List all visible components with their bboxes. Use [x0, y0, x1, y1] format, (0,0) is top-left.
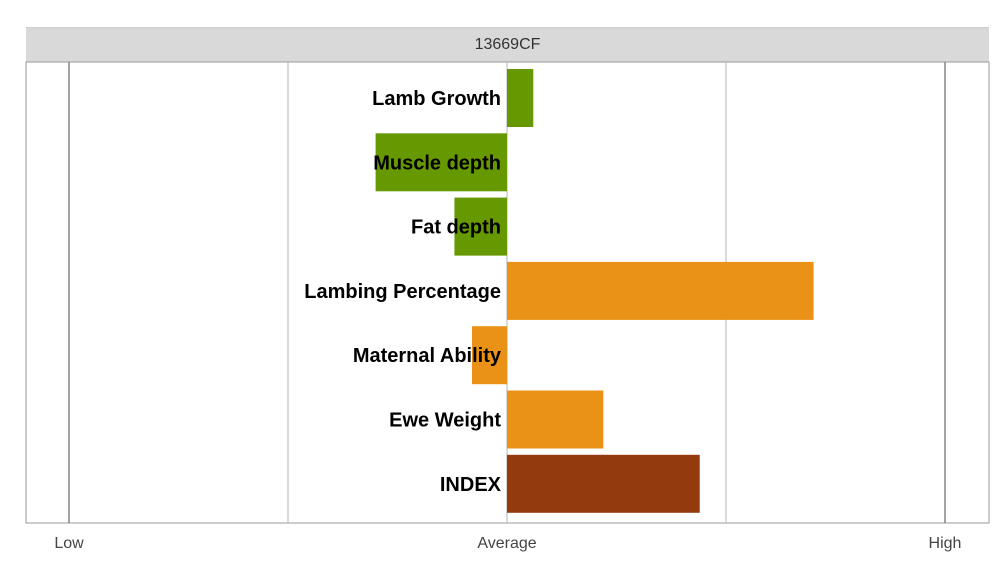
category-label-5: Ewe Weight [389, 410, 501, 432]
tick-layer: Low Average High [54, 535, 961, 552]
category-label-6: INDEX [440, 474, 502, 496]
x-tick-label-1: Average [477, 535, 536, 552]
bar-1 [375, 133, 507, 192]
bar-6 [507, 454, 700, 513]
category-label-2: Fat depth [411, 217, 501, 239]
category-label-1: Muscle depth [373, 152, 501, 174]
category-label-3: Lambing Percentage [304, 281, 501, 303]
bar-0 [507, 69, 534, 127]
category-label-0: Lamb Growth [372, 88, 501, 110]
label-layer: Lamb Growth Muscle depth Fat depth Lambing … [304, 88, 502, 496]
bar-layer [375, 69, 814, 513]
bar-2 [454, 197, 507, 256]
bar-5 [507, 390, 604, 449]
x-tick-label-2: High [929, 535, 962, 552]
bar-4 [471, 326, 507, 385]
x-tick-label-0: Low [54, 535, 84, 552]
category-label-4: Maternal Ability [353, 345, 502, 367]
bar-3 [507, 261, 814, 320]
chart-title: 13669CF [26, 27, 989, 62]
